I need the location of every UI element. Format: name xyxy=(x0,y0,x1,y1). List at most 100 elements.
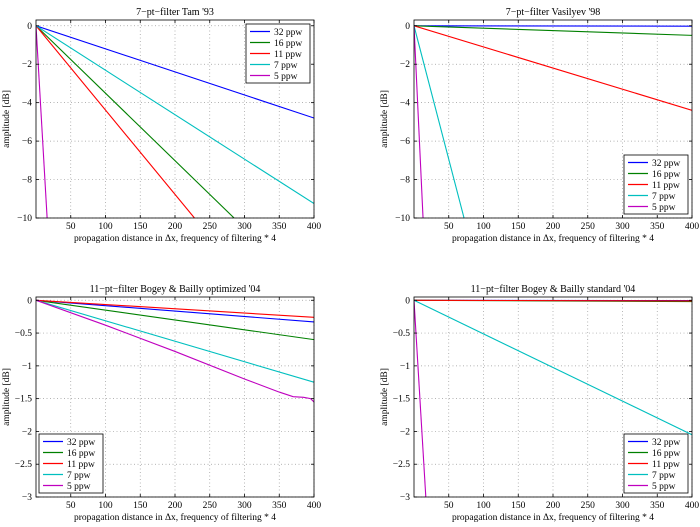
y-tick-label: −1.5 xyxy=(15,395,32,405)
y-tick-label: −4 xyxy=(22,99,32,109)
series-line-11-ppw xyxy=(36,25,195,218)
y-tick-label: 0 xyxy=(27,296,32,306)
x-tick-label: 400 xyxy=(685,501,700,511)
series-lines xyxy=(36,25,314,218)
series-line-11-ppw xyxy=(36,299,314,318)
y-tick-label: −2 xyxy=(400,60,410,70)
x-tick-label: 250 xyxy=(203,501,218,511)
x-tick-label: 250 xyxy=(581,222,596,232)
x-tick-label: 50 xyxy=(444,501,454,511)
x-tick-label: 400 xyxy=(307,501,322,511)
series-line-7-ppw xyxy=(414,299,692,436)
series-line-7-ppw xyxy=(36,25,314,205)
x-tick-label: 350 xyxy=(650,222,665,232)
y-tick-label: −0.5 xyxy=(393,329,410,339)
subplot-tam-93: 50 100 150 200 250 300 350 400 0 −2 −4 −6 −8 −10 7−pt−… xyxy=(2,7,321,244)
y-tick-label: −6 xyxy=(22,137,32,147)
x-tick-label: 150 xyxy=(511,222,526,232)
x-tick-label: 200 xyxy=(168,222,183,232)
y-tick-label: −2.5 xyxy=(393,460,410,470)
legend-label: 7 ppw xyxy=(274,61,298,71)
chart-title: 11−pt−filter Bogey & Bailly standard '04 xyxy=(471,284,636,295)
legend-label: 5 ppw xyxy=(652,482,676,492)
x-tick-label: 350 xyxy=(272,501,287,511)
x-tick-label: 300 xyxy=(615,222,630,232)
y-tick-label: −2 xyxy=(22,60,32,70)
x-tick-label: 300 xyxy=(237,501,252,511)
series-lines xyxy=(414,25,692,218)
legend-label: 7 ppw xyxy=(652,192,676,202)
x-axis-label: propagation distance in Δx, frequency of… xyxy=(74,512,276,523)
y-tick-label: −0.5 xyxy=(15,329,32,339)
series-line-32-ppw xyxy=(36,25,314,119)
series-lines xyxy=(414,299,692,497)
y-axis-label: amplitude [dB] xyxy=(380,90,390,148)
subplot-bogey-bailly-optimized-04: 50 100 150 200 250 300 350 400 0 −0.5 −1 −1.5 −2 −2.5… xyxy=(2,284,321,523)
legend-label: 16 ppw xyxy=(274,39,302,49)
y-tick-label: −10 xyxy=(395,214,410,224)
series-line-16-ppw xyxy=(36,299,314,341)
chart-title: 11−pt−filter Bogey & Bailly optimized '0… xyxy=(90,284,261,295)
x-tick-label: 100 xyxy=(98,501,113,511)
series-line-16-ppw xyxy=(414,25,692,36)
x-tick-label: 200 xyxy=(546,501,561,511)
x-tick-label: 100 xyxy=(476,222,491,232)
legend-label: 5 ppw xyxy=(274,72,298,82)
series-line-32-ppw xyxy=(36,299,314,323)
x-tick-label: 50 xyxy=(444,222,454,232)
x-tick-label: 100 xyxy=(476,501,491,511)
y-axis-label: amplitude [dB] xyxy=(2,90,12,148)
x-tick-label: 250 xyxy=(581,501,596,511)
series-line-11-ppw xyxy=(414,25,692,111)
x-tick-label: 400 xyxy=(307,222,322,232)
y-tick-label: −10 xyxy=(17,214,32,224)
y-tick-label: −2 xyxy=(22,427,32,437)
x-tick-label: 250 xyxy=(203,222,218,232)
y-tick-label: −4 xyxy=(400,99,410,109)
y-tick-label: −2 xyxy=(400,427,410,437)
legend-label: 32 ppw xyxy=(67,438,95,448)
x-tick-label: 150 xyxy=(133,501,148,511)
legend-label: 16 ppw xyxy=(652,449,680,459)
series-lines xyxy=(36,299,314,403)
x-tick-label: 300 xyxy=(615,501,630,511)
subplot-vasilyev-98: 50 100 150 200 250 300 350 400 0 −2 −4 −6 −8 −10 7−pt−… xyxy=(380,7,699,244)
y-tick-label: −1 xyxy=(22,362,32,372)
x-tick-label: 150 xyxy=(511,501,526,511)
series-line-5-ppw xyxy=(36,25,48,218)
legend-label: 32 ppw xyxy=(652,438,680,448)
x-tick-label: 150 xyxy=(133,222,148,232)
y-tick-label: 0 xyxy=(405,296,410,306)
x-tick-label: 100 xyxy=(98,222,113,232)
legend-label: 16 ppw xyxy=(652,170,680,180)
legend-label: 5 ppw xyxy=(652,203,676,213)
y-axis-label: amplitude [dB] xyxy=(2,368,12,426)
y-tick-label: −2.5 xyxy=(15,460,32,470)
legend-label: 5 ppw xyxy=(67,482,91,492)
y-tick-label: −3 xyxy=(22,493,32,503)
x-axis-label: propagation distance in Δx, frequency of… xyxy=(74,233,276,244)
legend-label: 11 ppw xyxy=(274,50,302,60)
series-line-5-ppw xyxy=(36,299,314,403)
legend-label: 11 ppw xyxy=(652,181,680,191)
series-line-7-ppw xyxy=(414,25,465,218)
x-tick-label: 200 xyxy=(168,501,183,511)
legend-label: 16 ppw xyxy=(67,449,95,459)
y-tick-label: −6 xyxy=(400,137,410,147)
series-line-16-ppw xyxy=(36,25,235,218)
legend-label: 32 ppw xyxy=(652,159,680,169)
legend-label: 7 ppw xyxy=(652,471,676,481)
y-tick-label: −1 xyxy=(400,362,410,372)
y-tick-label: −8 xyxy=(400,176,410,186)
x-tick-label: 50 xyxy=(66,222,76,232)
subplot-bogey-bailly-standard-04: 50 100 150 200 250 300 350 400 0 −0.5 −1 −1.5 −2 −2.5… xyxy=(380,284,699,523)
y-axis-label: amplitude [dB] xyxy=(380,368,390,426)
x-axis-label: propagation distance in Δx, frequency of… xyxy=(452,233,654,244)
x-tick-label: 350 xyxy=(272,222,287,232)
x-tick-label: 300 xyxy=(237,222,252,232)
x-axis-label: propagation distance in Δx, frequency of… xyxy=(452,512,654,523)
